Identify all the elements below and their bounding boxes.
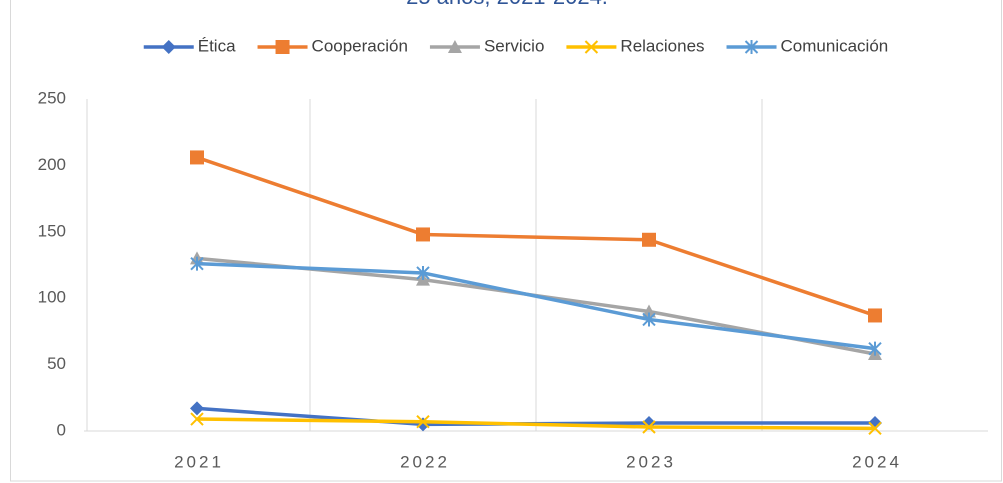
x-tick-label: 2022 — [400, 452, 450, 471]
point-marker — [161, 40, 176, 54]
y-tick-label: 250 — [38, 88, 66, 107]
chart-title: 25 años, 2021-2024. — [406, 0, 608, 9]
y-tick-label: 100 — [38, 288, 66, 307]
series-line — [196, 155, 876, 318]
point-marker — [416, 414, 430, 429]
x-tick-label: 2024 — [852, 452, 902, 471]
legend-item: Ética — [143, 36, 236, 55]
y-tick-label: 200 — [38, 155, 66, 174]
point-marker — [275, 40, 290, 54]
x-tick-label: 2023 — [626, 452, 676, 471]
point-marker — [642, 312, 656, 327]
legend: Ética Cooperación Servicio Relaciones Comuni… — [143, 36, 889, 55]
point-marker — [416, 265, 430, 280]
x-tick-label: 2021 — [174, 452, 224, 471]
legend-label: Ética — [198, 36, 236, 55]
legend-item: Servicio — [429, 36, 544, 55]
chart-frame — [10, 0, 1002, 482]
legend-item: Relaciones — [566, 36, 705, 55]
point-marker — [868, 421, 882, 436]
point-marker — [642, 420, 656, 434]
point-marker — [190, 256, 204, 271]
legend-label: Relaciones — [620, 36, 704, 55]
point-marker — [868, 416, 882, 431]
point-marker — [584, 40, 599, 54]
point-marker — [190, 150, 204, 165]
point-marker — [416, 227, 430, 242]
legend-label: Comunicación — [781, 36, 889, 55]
series-line — [196, 261, 876, 351]
y-tick-label: 0 — [57, 420, 66, 439]
legend-label: Cooperación — [312, 36, 408, 55]
point-marker — [642, 304, 656, 318]
point-marker — [744, 40, 759, 54]
series-line — [196, 417, 876, 431]
point-marker — [868, 308, 882, 323]
point-marker — [190, 412, 204, 426]
y-tick-label: 150 — [38, 221, 66, 240]
legend-item: Cooperación — [257, 36, 408, 55]
point-marker — [447, 40, 462, 53]
legend-item: Comunicación — [726, 36, 889, 55]
point-marker — [868, 341, 882, 356]
point-marker — [190, 401, 204, 416]
y-tick-label: 50 — [47, 354, 66, 373]
legend-label: Servicio — [484, 36, 544, 55]
point-marker — [642, 232, 656, 247]
